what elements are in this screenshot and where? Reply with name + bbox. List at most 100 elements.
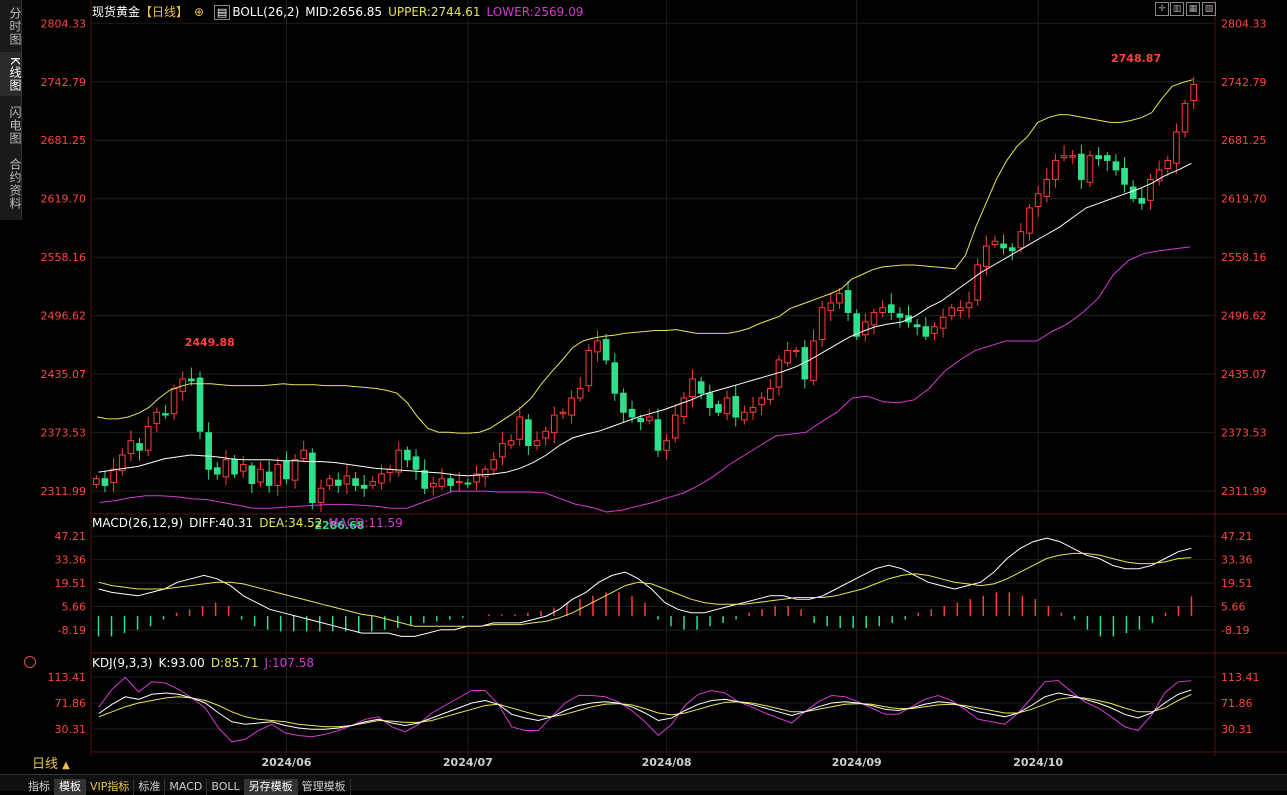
indicator-icon[interactable]: ▤ [213,5,231,20]
candle-body [741,411,748,421]
split-view-icon[interactable]: ▦ [1186,2,1200,16]
kdj-j-line [98,676,1192,743]
price-tick-label-right: 2558.16 [1221,251,1267,264]
candle-body [438,478,446,487]
kdj-tick-label-left: 113.41 [48,671,87,684]
candle-body [602,339,610,361]
macd-name: MACD(26,12,9) [92,516,184,530]
candle-body [844,290,852,313]
candle-body [334,479,342,486]
price-legend: 现货黄金【日线】 ⊕ ▤ BOLL(26,2) MID:2656.85 UPPER:27… [92,3,589,20]
candle-body [378,473,385,484]
sidebar-tab-timeshare[interactable]: 分时图 [8,6,22,46]
macd-tick-label-left: 33.36 [55,554,87,567]
candle-body [118,454,126,472]
tab-manage-template[interactable]: 管理模板 [298,779,351,795]
candle-body [162,413,169,416]
candle-body [205,432,212,470]
candle-body [300,449,308,459]
candle-body [1173,131,1180,164]
candle-body [723,397,731,415]
candle-body [309,452,316,503]
candle-body [222,459,230,478]
price-tick-label-left: 2681.25 [41,134,87,147]
sidebar-tab-flash[interactable]: 闪电图 [8,105,22,145]
candle-body [317,487,325,503]
candle-body [1000,243,1007,249]
tab-save-template[interactable]: 另存模板 [244,779,298,795]
compare-icon[interactable]: ▧ [1202,2,1216,16]
candle-body [1052,159,1059,180]
candle-body [1155,169,1163,182]
price-tick-label-left: 2619.70 [41,193,87,206]
boll-upper: UPPER:2744.61 [388,5,481,19]
candle-body [1026,207,1033,234]
boll-lower-line [99,246,1191,513]
candle-body [352,478,359,486]
candle-body [1086,155,1094,183]
price-panel [93,76,1197,513]
price-tick-label-left: 2742.79 [41,76,87,89]
candle-body [1112,161,1120,171]
x-tick-label: 2024/10 [1013,756,1063,769]
candle-body [568,397,575,416]
candle-body [931,326,938,334]
price-tick-label-right: 2742.79 [1221,76,1267,89]
period-tag: 【日线】 [140,5,189,19]
price-tick-label-right: 2373.53 [1221,427,1267,440]
candle-body [1078,153,1085,180]
candle-body [646,416,653,421]
settings-icon[interactable]: ⊕ [194,5,205,19]
boll-mid: MID:2656.85 [305,5,383,19]
crosshair-icon[interactable]: ✛ [1155,2,1169,16]
price-tick-label-right: 2311.99 [1221,485,1267,498]
tab-template[interactable]: 模板 [55,779,86,795]
period-selector[interactable]: 日线 ▲ [0,756,90,774]
candle-body [887,304,895,313]
kdj-d: D:85.71 [210,656,259,670]
sidebar: 分时图 K线图 闪电图 合约资料 [0,0,22,220]
boll-lower: LOWER:2569.09 [486,5,584,19]
tab-indicator[interactable]: 指标 [0,779,55,795]
candle-body [283,461,290,480]
candle-body [853,313,861,337]
tab-macd[interactable]: MACD [165,779,208,795]
candle-body [248,465,256,484]
candle-body [766,387,774,400]
candle-body [896,313,904,318]
boll-label: BOLL(26,2) [232,5,300,19]
candle-body [360,484,368,489]
sidebar-tab-kline[interactable]: K线图 [0,52,22,96]
sidebar-tab-contract[interactable]: 合约资料 [8,158,22,210]
macd-tick-label-right: -8.19 [1221,624,1249,637]
price-tick-label-right: 2804.33 [1221,17,1267,30]
candle-body [101,478,109,486]
chart-layout-icon[interactable]: ▥ [1170,2,1184,16]
candle-body [680,397,688,418]
record-icon[interactable] [24,656,36,668]
candle-body [1138,197,1146,204]
candle-body [533,440,541,446]
candle-body [1181,102,1189,133]
candle-body [1121,168,1128,185]
candle-body [1164,159,1172,170]
candle-body [594,340,601,353]
tab-vip-indicator[interactable]: VIP指标 [86,779,135,795]
kdj-panel [98,676,1192,743]
tab-boll[interactable]: BOLL [207,779,245,795]
price-tick-label-left: 2496.62 [41,310,87,323]
candle-body [1095,155,1102,160]
candle-body [1190,83,1197,102]
macd-tick-label-right: 19.51 [1221,577,1253,590]
candle-body [265,471,273,486]
caret-up-icon: ▲ [62,760,70,771]
candle-body [576,387,584,399]
candle-body [948,307,956,317]
period-label: 日线 [32,757,59,772]
candle-body [1043,178,1051,198]
candle-body [974,264,981,301]
tab-standard[interactable]: 标准 [134,779,166,795]
candle-body [1060,155,1068,159]
extreme-label: 2748.87 [1111,52,1161,65]
